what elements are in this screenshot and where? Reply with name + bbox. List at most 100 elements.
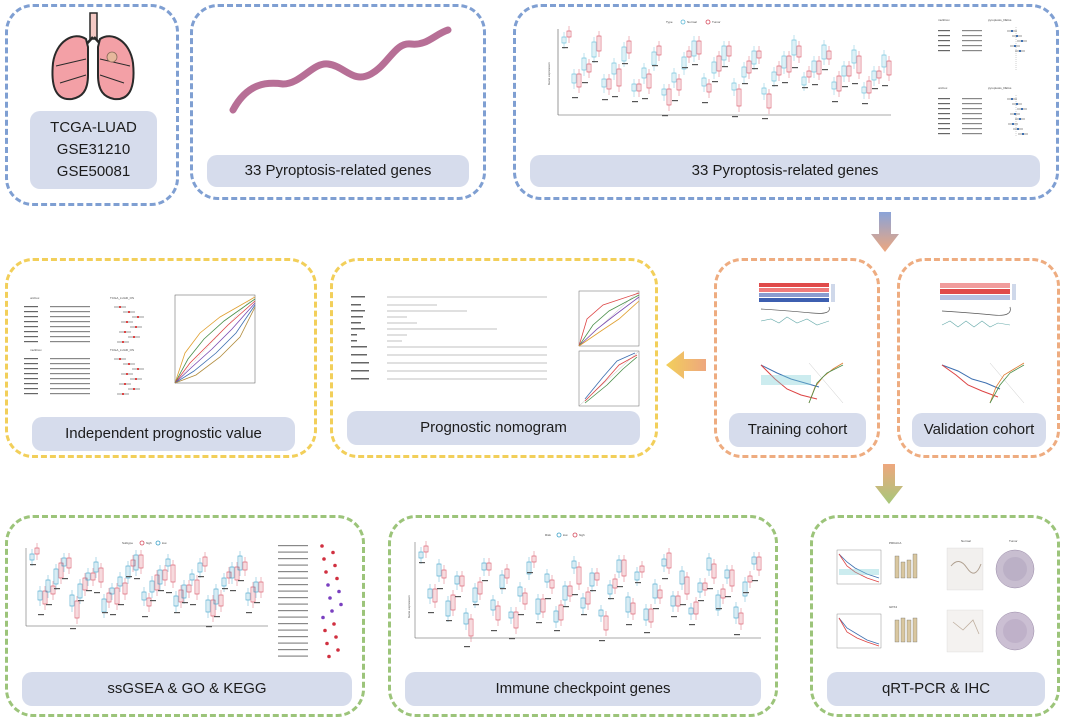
- indep-uni-row-value: [50, 336, 90, 338]
- forest-multi-row-label: [938, 30, 950, 32]
- boxplot-box: [751, 50, 757, 65]
- ssgsea-box: [69, 594, 75, 607]
- panel-datasets: TCGA-LUAD GSE31210 GSE50081: [5, 4, 179, 206]
- checkpoint-tick-label: [545, 598, 551, 600]
- panel-nomogram: Prognostic nomogram: [330, 258, 658, 458]
- boxplot-box: [561, 36, 567, 44]
- checkpoint-tick-label: [491, 630, 497, 632]
- go-term-label: [278, 597, 308, 599]
- ssgsea-box: [197, 562, 203, 573]
- boxplot-box: [606, 78, 612, 90]
- checkpoint-tick-label: [671, 616, 677, 618]
- ssgsea-box: [130, 559, 136, 567]
- ssgsea-tick-label: [246, 612, 252, 614]
- checkpoint-tick-label: [743, 592, 749, 594]
- boxplot-box: [596, 35, 602, 52]
- ssgsea-box: [181, 584, 187, 599]
- ssgsea-box: [74, 600, 80, 619]
- checkpoint-box: [729, 569, 735, 587]
- boxplot-tick-label: [752, 68, 758, 70]
- checkpoint-box: [585, 591, 591, 605]
- panel-training: Training cohort: [714, 258, 880, 458]
- qpcr-gene-1: PRKACA: [889, 541, 901, 545]
- forest-uni-row-label: [938, 123, 950, 125]
- enrichment-dot: [339, 602, 343, 607]
- boxplot-tick-label: [622, 63, 628, 65]
- boxplot-box: [741, 66, 747, 78]
- checkpoint-tick-label: [572, 594, 578, 596]
- boxplot-tick-label: [642, 98, 648, 100]
- forest-uni-point: [1016, 103, 1018, 105]
- ssgsea-box: [98, 567, 104, 583]
- enrichment-dot: [334, 635, 338, 639]
- forest-uni-row-label: [938, 98, 950, 100]
- forest-uni-row-label: [938, 128, 950, 130]
- checkpoint-tick-label: [689, 624, 695, 626]
- genes-curve-label: 33 Pyroptosis-related genes: [207, 155, 469, 187]
- boxplot-tick-label: [742, 83, 748, 85]
- go-term-label: [278, 584, 308, 586]
- enrichment-dot: [327, 654, 331, 659]
- boxplot-tick-label: [812, 84, 818, 86]
- checkpoint-box: [751, 556, 757, 565]
- nomogram-label: Prognostic nomogram: [347, 411, 640, 445]
- checkpoint-legend-low: low: [563, 533, 568, 537]
- checkpoint-tick-label: [599, 640, 605, 642]
- ssgsea-box: [122, 582, 128, 595]
- boxplot-box: [776, 65, 782, 76]
- forest-multi-row-value: [962, 45, 982, 47]
- boxplot-tick-label: [862, 103, 868, 105]
- boxplot-tick-label: [682, 67, 688, 69]
- checkpoint-tick-label: [626, 624, 632, 626]
- boxplot-box: [701, 77, 707, 87]
- boxplot-box: [781, 55, 787, 69]
- ssgsea-box: [61, 557, 67, 567]
- ssgsea-tick-label: [46, 604, 52, 606]
- indep-multi-point: [135, 378, 137, 380]
- enrichment-dot: [337, 589, 341, 594]
- indep-multi-row-value: [50, 373, 90, 375]
- ssgsea-legend-high: high: [146, 541, 152, 545]
- ssgsea-tick-label: [206, 626, 212, 628]
- checkpoint-box: [553, 610, 559, 623]
- dataset-gse50081: GSE50081: [56, 163, 131, 180]
- boxplot-box: [846, 65, 852, 77]
- forest-uni-row-value: [962, 118, 982, 120]
- checkpoint-tick-label: [725, 596, 731, 598]
- dataset-tcga: TCGA-LUAD: [50, 119, 137, 136]
- boxplot-tick-label: [602, 99, 608, 101]
- boxplot-box: [821, 44, 827, 60]
- checkpoint-tick-label: [734, 634, 740, 636]
- boxplot-box: [711, 61, 717, 74]
- checkpoint-tick-label: [554, 630, 560, 632]
- checkpoint-tick-label: [563, 606, 569, 608]
- checkpoint-box: [693, 601, 699, 615]
- checkpoint-box: [616, 559, 622, 573]
- ssgsea-tick-label: [158, 590, 164, 592]
- checkpoint-box: [702, 582, 708, 591]
- checkpoint-box: [652, 583, 658, 599]
- checkpoint-tick-label: [473, 604, 479, 606]
- go-term-label: [278, 558, 308, 560]
- boxplot-box: [576, 73, 582, 88]
- forest-uni-point: [1021, 108, 1023, 110]
- boxplot-box: [796, 45, 802, 58]
- panel-genes-curve: 33 Pyroptosis-related genes: [190, 4, 486, 200]
- boxplot-box: [861, 86, 867, 94]
- arrow-down-2: [875, 464, 903, 504]
- panel-checkpoint: Risk low high Gene expression Immune che…: [388, 515, 778, 717]
- ssgsea-tick-label: [150, 600, 156, 602]
- checkpoint-tick-label: [644, 632, 650, 634]
- checkpoint-box: [486, 562, 492, 571]
- checkpoint-box: [594, 572, 600, 581]
- ssgsea-tick-label: [254, 602, 260, 604]
- ssgsea-box: [109, 587, 115, 595]
- boxplot-tick-label: [632, 101, 638, 103]
- indep-multi-point: [137, 368, 139, 370]
- checkpoint-box: [432, 588, 438, 603]
- indep-uni-row-label: [24, 326, 38, 328]
- checkpoint-legend-high: high: [579, 533, 585, 537]
- indep-multi-row-value: [50, 393, 90, 395]
- checkpoint-box: [562, 585, 568, 601]
- checkpoint-box: [472, 587, 478, 603]
